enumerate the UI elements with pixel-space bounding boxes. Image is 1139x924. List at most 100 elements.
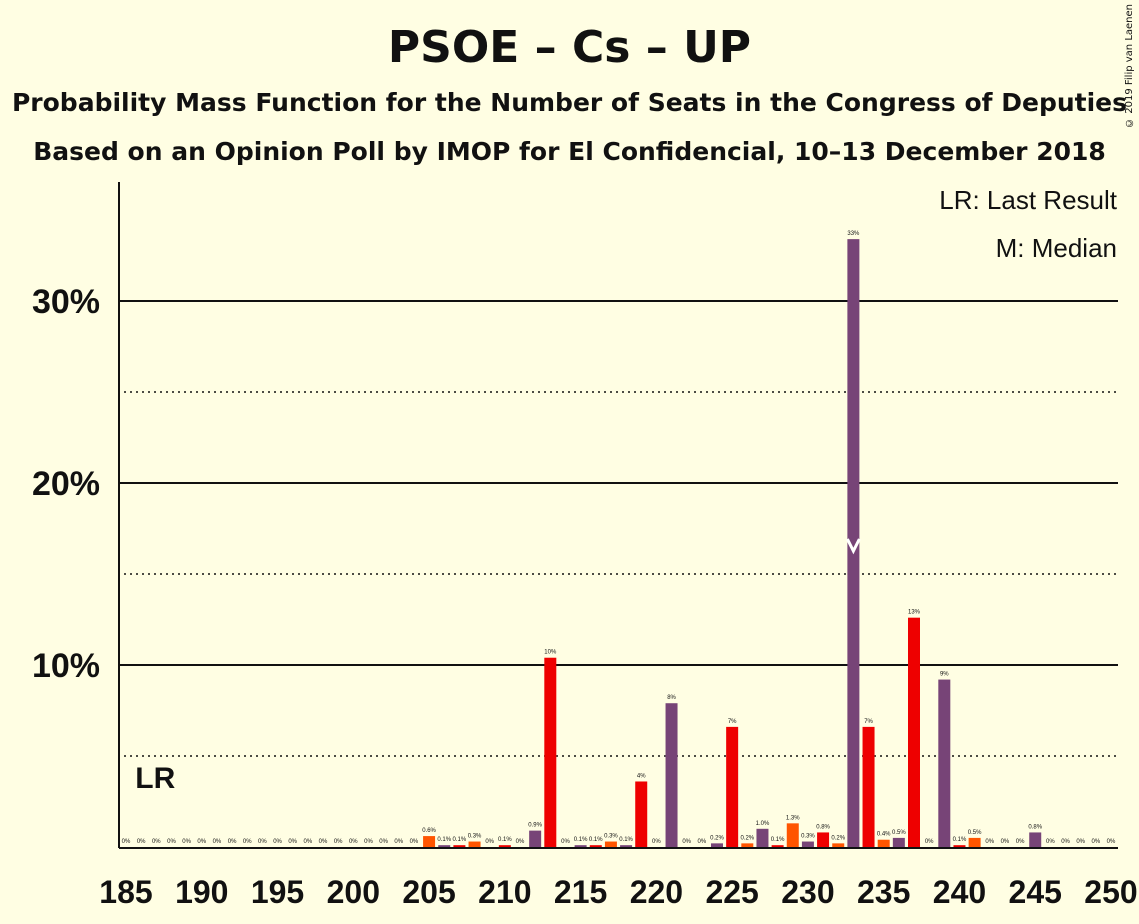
bar-seat-234 bbox=[862, 726, 875, 847]
bar-label-seat-243: 0% bbox=[1001, 839, 1010, 845]
chart-title: PSOE – Cs – UP bbox=[387, 22, 752, 73]
bar-label-seat-195: 0% bbox=[273, 839, 282, 845]
bar-seat-235 bbox=[877, 839, 890, 847]
bar-label-seat-219: 4% bbox=[637, 773, 646, 779]
bar-label-seat-246: 0% bbox=[1046, 839, 1055, 845]
bar-label-seat-194: 0% bbox=[258, 839, 267, 845]
bar-label-seat-212: 0.9% bbox=[528, 823, 542, 829]
bar-label-seat-239: 9% bbox=[940, 672, 949, 678]
bar-label-seat-236: 0.5% bbox=[892, 830, 906, 836]
bar-label-seat-189: 0% bbox=[182, 839, 191, 845]
y-tick-label-10: 10% bbox=[32, 647, 100, 685]
bar-seat-206 bbox=[438, 845, 451, 847]
bar-seat-210 bbox=[498, 845, 511, 847]
bar-label-seat-215: 0.1% bbox=[574, 837, 588, 843]
bar-label-seat-226: 0.2% bbox=[740, 835, 754, 841]
x-tick-label-245: 245 bbox=[1009, 874, 1062, 910]
bar-seat-237 bbox=[908, 617, 920, 847]
legend-last-result: LR: Last Result bbox=[939, 185, 1118, 215]
x-tick-label-190: 190 bbox=[175, 874, 228, 910]
bar-label-seat-199: 0% bbox=[334, 839, 343, 845]
bar-label-seat-201: 0% bbox=[364, 839, 373, 845]
bar-seat-241 bbox=[968, 837, 981, 847]
bar-seat-240 bbox=[953, 845, 966, 847]
bar-label-seat-233: 33% bbox=[847, 231, 860, 237]
bar-label-seat-230: 0.3% bbox=[801, 834, 815, 840]
x-tick-label-185: 185 bbox=[99, 874, 152, 910]
bar-label-seat-205: 0.6% bbox=[422, 828, 436, 834]
x-tick-label-225: 225 bbox=[705, 874, 758, 910]
bar-label-seat-216: 0.1% bbox=[589, 837, 603, 843]
legend: LR: Last Result M: Median bbox=[939, 185, 1118, 263]
bar-seat-216 bbox=[589, 845, 602, 847]
bar-label-seat-213: 10% bbox=[544, 650, 557, 656]
bar-label-seat-217: 0.3% bbox=[604, 834, 618, 840]
x-tick-label-205: 205 bbox=[402, 874, 455, 910]
bar-label-seat-223: 0% bbox=[698, 839, 707, 845]
x-tick-label-240: 240 bbox=[933, 874, 986, 910]
bar-seat-212 bbox=[529, 830, 542, 847]
x-tick-label-250: 250 bbox=[1084, 874, 1137, 910]
bar-label-seat-209: 0% bbox=[485, 839, 494, 845]
bar-seat-230 bbox=[801, 841, 814, 847]
bar-label-seat-235: 0.4% bbox=[877, 832, 891, 838]
bar-label-seat-231: 0.8% bbox=[816, 824, 830, 830]
bar-label-seat-218: 0.1% bbox=[619, 837, 633, 843]
bar-label-seat-238: 0% bbox=[925, 839, 934, 845]
bar-label-seat-208: 0.3% bbox=[468, 834, 482, 840]
bar-seat-232 bbox=[832, 843, 845, 847]
bar-label-seat-187: 0% bbox=[152, 839, 161, 845]
bar-label-seat-203: 0% bbox=[394, 839, 403, 845]
bar-seat-221 bbox=[665, 703, 678, 847]
markers: LR bbox=[135, 538, 861, 795]
bar-label-seat-185: 0% bbox=[122, 839, 131, 845]
bar-label-seat-204: 0% bbox=[410, 839, 419, 845]
bar-seat-226 bbox=[741, 843, 754, 847]
bar-label-seat-198: 0% bbox=[319, 839, 328, 845]
bar-label-seat-202: 0% bbox=[379, 839, 388, 845]
bar-seat-228 bbox=[771, 845, 784, 847]
bar-label-seat-211: 0% bbox=[516, 839, 525, 845]
x-tick-label-215: 215 bbox=[554, 874, 607, 910]
bar-label-seat-225: 7% bbox=[728, 719, 737, 725]
bar-label-seat-191: 0% bbox=[213, 839, 222, 845]
bar-seat-231 bbox=[817, 832, 830, 847]
bar-label-seat-250: 0% bbox=[1107, 839, 1116, 845]
bar-label-seat-188: 0% bbox=[167, 839, 176, 845]
bar-seat-218 bbox=[620, 845, 633, 847]
x-tick-label-220: 220 bbox=[630, 874, 683, 910]
bar-label-seat-197: 0% bbox=[304, 839, 313, 845]
x-tick-label-210: 210 bbox=[478, 874, 531, 910]
bar-label-seat-227: 1.0% bbox=[756, 821, 770, 827]
bar-seat-229 bbox=[786, 823, 799, 847]
bar-seat-207 bbox=[453, 845, 466, 847]
bar-label-seat-222: 0% bbox=[682, 839, 691, 845]
bar-label-seat-234: 7% bbox=[864, 719, 873, 725]
bar-label-seat-241: 0.5% bbox=[968, 830, 982, 836]
bar-label-seat-221: 8% bbox=[667, 695, 676, 701]
bar-seat-233 bbox=[847, 239, 860, 847]
axes: 185 190 195 200 205 210 215 220 225 230 235 240 245 2… bbox=[32, 182, 1138, 910]
bar-label-seat-242: 0% bbox=[985, 839, 994, 845]
bar-label-seat-200: 0% bbox=[349, 839, 358, 845]
bar-label-seat-192: 0% bbox=[228, 839, 237, 845]
bar-seat-245 bbox=[1029, 832, 1042, 847]
bar-seat-217 bbox=[604, 841, 617, 847]
bar-seat-227 bbox=[756, 828, 769, 847]
bar-seat-215 bbox=[574, 845, 587, 847]
bar-seat-205 bbox=[423, 836, 436, 847]
bar-label-seat-232: 0.2% bbox=[831, 835, 845, 841]
bar-label-seat-196: 0% bbox=[288, 839, 297, 845]
bar-label-seat-186: 0% bbox=[137, 839, 146, 845]
bar-label-seat-247: 0% bbox=[1061, 839, 1070, 845]
bar-seat-225 bbox=[726, 726, 739, 847]
bar-label-seat-228: 0.1% bbox=[771, 837, 785, 843]
bar-label-seat-220: 0% bbox=[652, 839, 661, 845]
bar-label-seat-224: 0.2% bbox=[710, 835, 724, 841]
bar-label-seat-190: 0% bbox=[197, 839, 206, 845]
bar-series bbox=[423, 239, 1042, 847]
bar-seat-213 bbox=[544, 657, 557, 847]
bar-seat-219 bbox=[635, 781, 648, 847]
bar-label-seat-245: 0.8% bbox=[1028, 824, 1042, 830]
